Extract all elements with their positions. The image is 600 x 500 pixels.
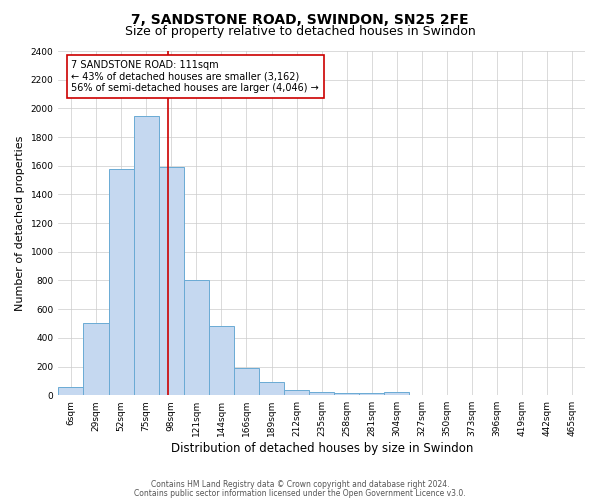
Bar <box>334 393 359 395</box>
Bar <box>209 326 234 395</box>
Bar <box>309 392 334 395</box>
Bar <box>159 167 184 395</box>
Bar <box>83 324 109 395</box>
Bar <box>385 392 409 395</box>
Text: Contains public sector information licensed under the Open Government Licence v3: Contains public sector information licen… <box>134 489 466 498</box>
Bar <box>259 382 284 395</box>
Bar <box>359 393 385 395</box>
X-axis label: Distribution of detached houses by size in Swindon: Distribution of detached houses by size … <box>170 442 473 455</box>
Bar <box>109 168 134 395</box>
Text: 7, SANDSTONE ROAD, SWINDON, SN25 2FE: 7, SANDSTONE ROAD, SWINDON, SN25 2FE <box>131 12 469 26</box>
Text: Size of property relative to detached houses in Swindon: Size of property relative to detached ho… <box>125 25 475 38</box>
Bar <box>234 368 259 395</box>
Text: Contains HM Land Registry data © Crown copyright and database right 2024.: Contains HM Land Registry data © Crown c… <box>151 480 449 489</box>
Bar <box>184 280 209 395</box>
Y-axis label: Number of detached properties: Number of detached properties <box>15 136 25 311</box>
Text: 7 SANDSTONE ROAD: 111sqm
← 43% of detached houses are smaller (3,162)
56% of sem: 7 SANDSTONE ROAD: 111sqm ← 43% of detach… <box>71 60 319 93</box>
Bar <box>58 386 83 395</box>
Bar <box>284 390 309 395</box>
Bar <box>134 116 159 395</box>
